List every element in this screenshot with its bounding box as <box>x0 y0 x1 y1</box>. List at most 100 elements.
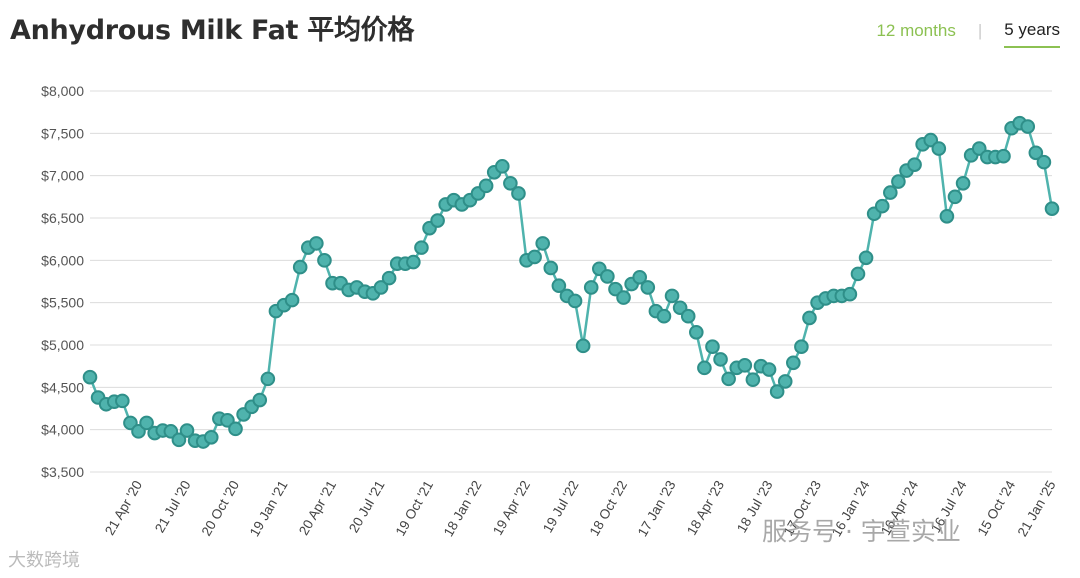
x-tick-label: 21 Jan '25 <box>1015 478 1059 539</box>
data-point[interactable] <box>139 415 154 431</box>
data-point[interactable] <box>551 278 567 294</box>
data-point[interactable] <box>414 240 429 255</box>
data-point[interactable] <box>931 141 947 156</box>
data-point[interactable] <box>406 254 421 270</box>
data-point[interactable] <box>616 290 631 305</box>
x-tick-label: 21 Apr '20 <box>102 478 145 538</box>
data-point[interactable] <box>769 384 785 399</box>
data-point[interactable] <box>260 371 276 387</box>
data-point[interactable] <box>478 178 494 194</box>
y-tick-label: $5,000 <box>41 337 84 353</box>
data-point[interactable] <box>721 371 736 387</box>
data-point[interactable] <box>850 266 866 282</box>
data-point[interactable] <box>373 280 389 295</box>
data-point[interactable] <box>955 175 971 191</box>
watermark-right: 服务号 · 宇萱实业 <box>762 517 961 546</box>
data-point[interactable] <box>947 189 963 205</box>
x-tick-label: 15 Oct '24 <box>975 478 1019 539</box>
watermark-left: 大数跨境 <box>8 550 80 571</box>
data-point[interactable] <box>996 148 1011 164</box>
y-tick-label: $6,500 <box>41 210 84 226</box>
x-tick-label: 19 Jul '22 <box>540 478 582 535</box>
data-point[interactable] <box>292 259 308 275</box>
data-point[interactable] <box>883 185 898 200</box>
y-axis-ticks: $3,500 $4,000 $4,500 $5,000 $5,500 $6,000 $6,5… <box>41 83 84 480</box>
x-tick-label: 20 Jul '21 <box>346 478 388 535</box>
data-point[interactable] <box>430 213 445 228</box>
y-tick-label: $6,000 <box>41 252 84 268</box>
data-point[interactable] <box>203 429 219 445</box>
data-point[interactable] <box>1020 119 1036 134</box>
chart-title: Anhydrous Milk Fat 平均价格 <box>10 15 415 46</box>
data-point[interactable] <box>494 159 510 174</box>
data-point[interactable] <box>632 269 648 285</box>
data-point[interactable] <box>777 374 793 389</box>
y-tick-label: $7,000 <box>41 168 84 184</box>
y-tick-label: $8,000 <box>41 83 84 99</box>
data-point[interactable] <box>713 352 728 367</box>
data-point[interactable] <box>179 423 195 438</box>
y-tick-label: $4,500 <box>41 379 84 395</box>
data-point[interactable] <box>640 280 656 295</box>
data-point[interactable] <box>907 157 922 172</box>
data-point[interactable] <box>600 269 615 284</box>
x-tick-label: 19 Jan '21 <box>247 478 291 539</box>
data-point[interactable] <box>171 432 187 448</box>
x-tick-label: 21 Jul '20 <box>152 478 194 535</box>
data-point[interactable] <box>689 325 704 340</box>
data-point[interactable] <box>228 421 243 437</box>
data-point[interactable] <box>252 392 268 408</box>
data-point[interactable] <box>761 362 777 377</box>
gridlines <box>90 90 1052 473</box>
data-point[interactable] <box>317 253 332 268</box>
data-point[interactable] <box>503 175 518 191</box>
tab-separator: | <box>977 21 983 40</box>
data-point[interactable] <box>1044 201 1060 216</box>
y-tick-label: $5,500 <box>41 295 84 311</box>
data-point[interactable] <box>381 270 397 286</box>
data-point[interactable] <box>697 360 712 376</box>
data-points <box>82 115 1060 449</box>
data-point[interactable] <box>115 393 130 409</box>
x-tick-label: 18 Jan '22 <box>441 478 485 539</box>
x-tick-label: 18 Apr '23 <box>684 478 727 538</box>
data-point[interactable] <box>511 186 526 201</box>
x-tick-label: 20 Oct '20 <box>199 478 243 538</box>
data-point[interactable] <box>891 174 906 189</box>
data-point[interactable] <box>309 236 324 251</box>
x-tick-label: 19 Oct '21 <box>393 478 437 538</box>
data-point[interactable] <box>858 250 874 266</box>
data-point[interactable] <box>874 198 890 214</box>
data-point[interactable] <box>680 308 696 324</box>
data-point[interactable] <box>737 358 753 373</box>
data-point[interactable] <box>535 236 551 251</box>
data-point[interactable] <box>664 288 680 304</box>
tab-12-months[interactable]: 12 months <box>876 21 956 40</box>
data-point[interactable] <box>567 293 583 309</box>
data-point[interactable] <box>656 308 672 324</box>
data-point[interactable] <box>794 339 809 354</box>
data-point[interactable] <box>939 209 955 224</box>
x-tick-label: 19 Apr '22 <box>490 478 533 538</box>
data-point[interactable] <box>842 286 858 302</box>
data-point[interactable] <box>82 369 98 385</box>
data-point[interactable] <box>284 292 300 308</box>
x-tick-label: 20 Apr '21 <box>296 478 339 538</box>
x-tick-label: 17 Jan '23 <box>635 478 679 539</box>
y-tick-label: $7,500 <box>41 125 84 141</box>
data-point[interactable] <box>575 338 591 354</box>
y-tick-label: $3,500 <box>41 464 84 480</box>
data-point[interactable] <box>1036 154 1052 170</box>
data-point[interactable] <box>705 339 720 354</box>
data-point[interactable] <box>1028 145 1044 161</box>
data-point[interactable] <box>802 310 817 326</box>
tab-5-years[interactable]: 5 years <box>1004 20 1060 48</box>
data-point[interactable] <box>543 260 559 276</box>
x-tick-label: 18 Oct '22 <box>587 478 631 538</box>
data-point[interactable] <box>583 280 599 295</box>
data-point[interactable] <box>745 372 761 388</box>
data-point[interactable] <box>527 249 542 265</box>
data-point[interactable] <box>786 355 801 371</box>
range-tabs: 12 months | 5 years <box>876 20 1060 48</box>
